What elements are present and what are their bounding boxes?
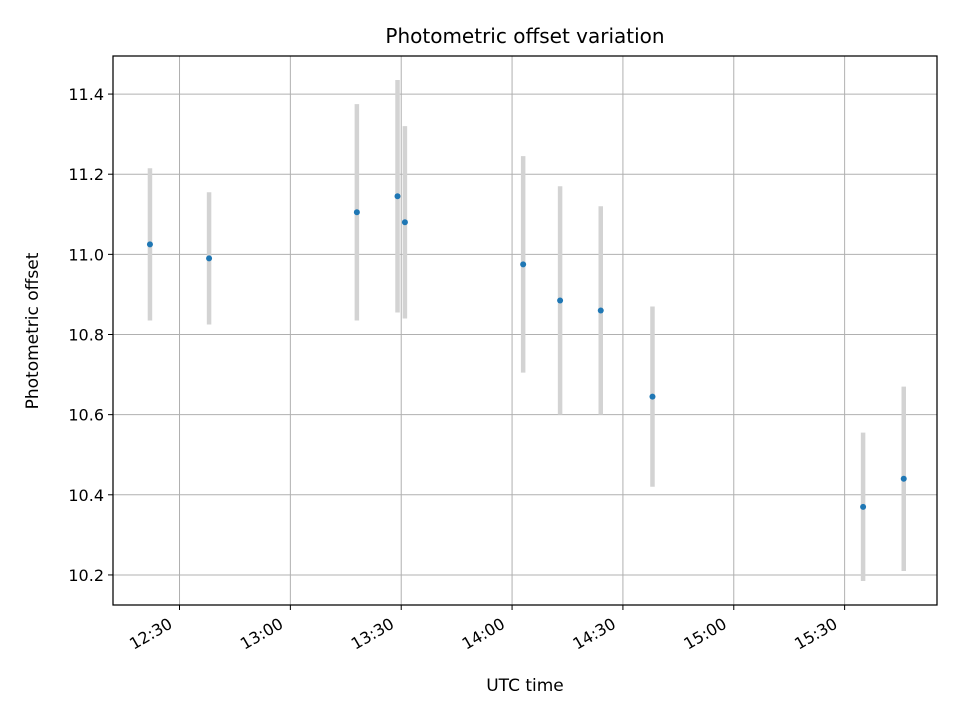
y-tick-label: 10.8: [68, 326, 104, 345]
data-point: [353, 209, 360, 216]
chart-title: Photometric offset variation: [385, 24, 664, 48]
x-axis-label: UTC time: [486, 676, 564, 696]
y-axis-label: Photometric offset: [23, 252, 43, 409]
data-points: [146, 193, 907, 510]
y-tick-label: 10.6: [68, 406, 104, 425]
data-point: [520, 261, 527, 268]
y-tick-label: 11.4: [68, 85, 104, 104]
y-tick-label: 11.0: [68, 245, 104, 264]
y-tick-label: 10.4: [68, 486, 104, 505]
y-tick-label: 10.2: [68, 566, 104, 585]
data-point: [597, 307, 604, 314]
data-point: [394, 193, 401, 200]
plot-frame: [112, 55, 938, 606]
data-point: [557, 297, 564, 304]
data-point: [860, 503, 867, 510]
y-axis-ticks: 10.2 10.4 10.6 10.8 11.0 11.2 11.4: [68, 85, 113, 585]
data-point: [146, 241, 153, 248]
data-point: [649, 393, 656, 400]
data-point: [206, 255, 213, 262]
data-point: [900, 475, 907, 482]
data-point: [401, 219, 408, 226]
y-tick-label: 11.2: [68, 165, 104, 184]
